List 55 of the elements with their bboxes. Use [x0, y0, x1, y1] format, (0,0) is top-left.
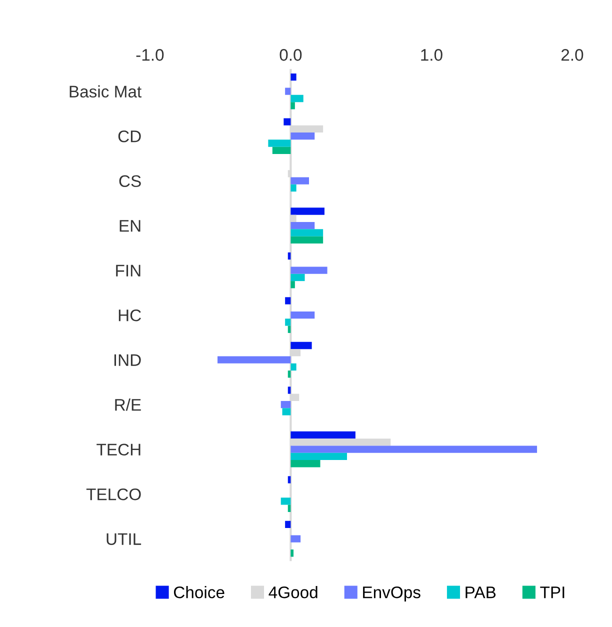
x-tick-label: 0.0: [280, 49, 302, 61]
bar: [290, 452, 348, 460]
bar: [280, 400, 291, 408]
bar: [285, 297, 291, 304]
bar: [285, 520, 291, 528]
bar: [290, 274, 305, 282]
bar: [290, 177, 309, 184]
bar: [280, 498, 291, 505]
y-tick-label: TELCO: [86, 488, 141, 500]
bar: [290, 550, 294, 557]
bar: [290, 446, 538, 453]
y-tick-label: HC: [118, 309, 141, 322]
legend-label: PAB: [466, 586, 496, 598]
bar: [218, 356, 291, 364]
bar: [288, 386, 291, 394]
y-tick-label: CD: [118, 130, 141, 142]
y-tick-label: EN: [120, 220, 140, 232]
bar: [290, 132, 315, 140]
bar: [290, 266, 328, 274]
x-tick-label: 2.0: [561, 49, 584, 61]
bar: [290, 102, 295, 110]
bar: [285, 88, 291, 95]
bar: [290, 363, 296, 371]
y-tick-label: UTIL: [106, 533, 142, 545]
bar: [290, 184, 296, 192]
bar: [290, 94, 304, 102]
bar: [290, 460, 320, 468]
y-tick-label: Basic Mat: [70, 85, 142, 98]
bar: [290, 431, 356, 439]
bar: [268, 140, 291, 147]
legend-label: EnvOps: [363, 586, 420, 602]
bar: [290, 342, 312, 350]
bar: [285, 318, 291, 326]
bar: [284, 118, 291, 126]
x-tick-label: 1.0: [421, 49, 442, 61]
bar: [290, 73, 296, 81]
y-tick-label: R/E: [115, 398, 141, 411]
legend-label: 4Good: [268, 586, 318, 598]
y-tick-label: FIN: [116, 264, 140, 276]
bar: [282, 408, 291, 416]
legend-label: Choice: [174, 586, 224, 598]
bar: [272, 146, 291, 154]
bar: [290, 236, 324, 244]
bar: [290, 229, 324, 236]
bar: [288, 476, 291, 484]
y-tick-label: TECH: [96, 444, 140, 456]
bar: [290, 311, 315, 319]
bar: [290, 222, 315, 230]
x-tick-label: -1.0: [136, 49, 164, 61]
legend-label: TPI: [540, 586, 564, 598]
bar: [290, 208, 324, 215]
y-tick-label: CS: [119, 175, 141, 188]
bar: [290, 281, 295, 288]
bar: [290, 535, 301, 542]
y-tick-label: IND: [114, 354, 141, 366]
